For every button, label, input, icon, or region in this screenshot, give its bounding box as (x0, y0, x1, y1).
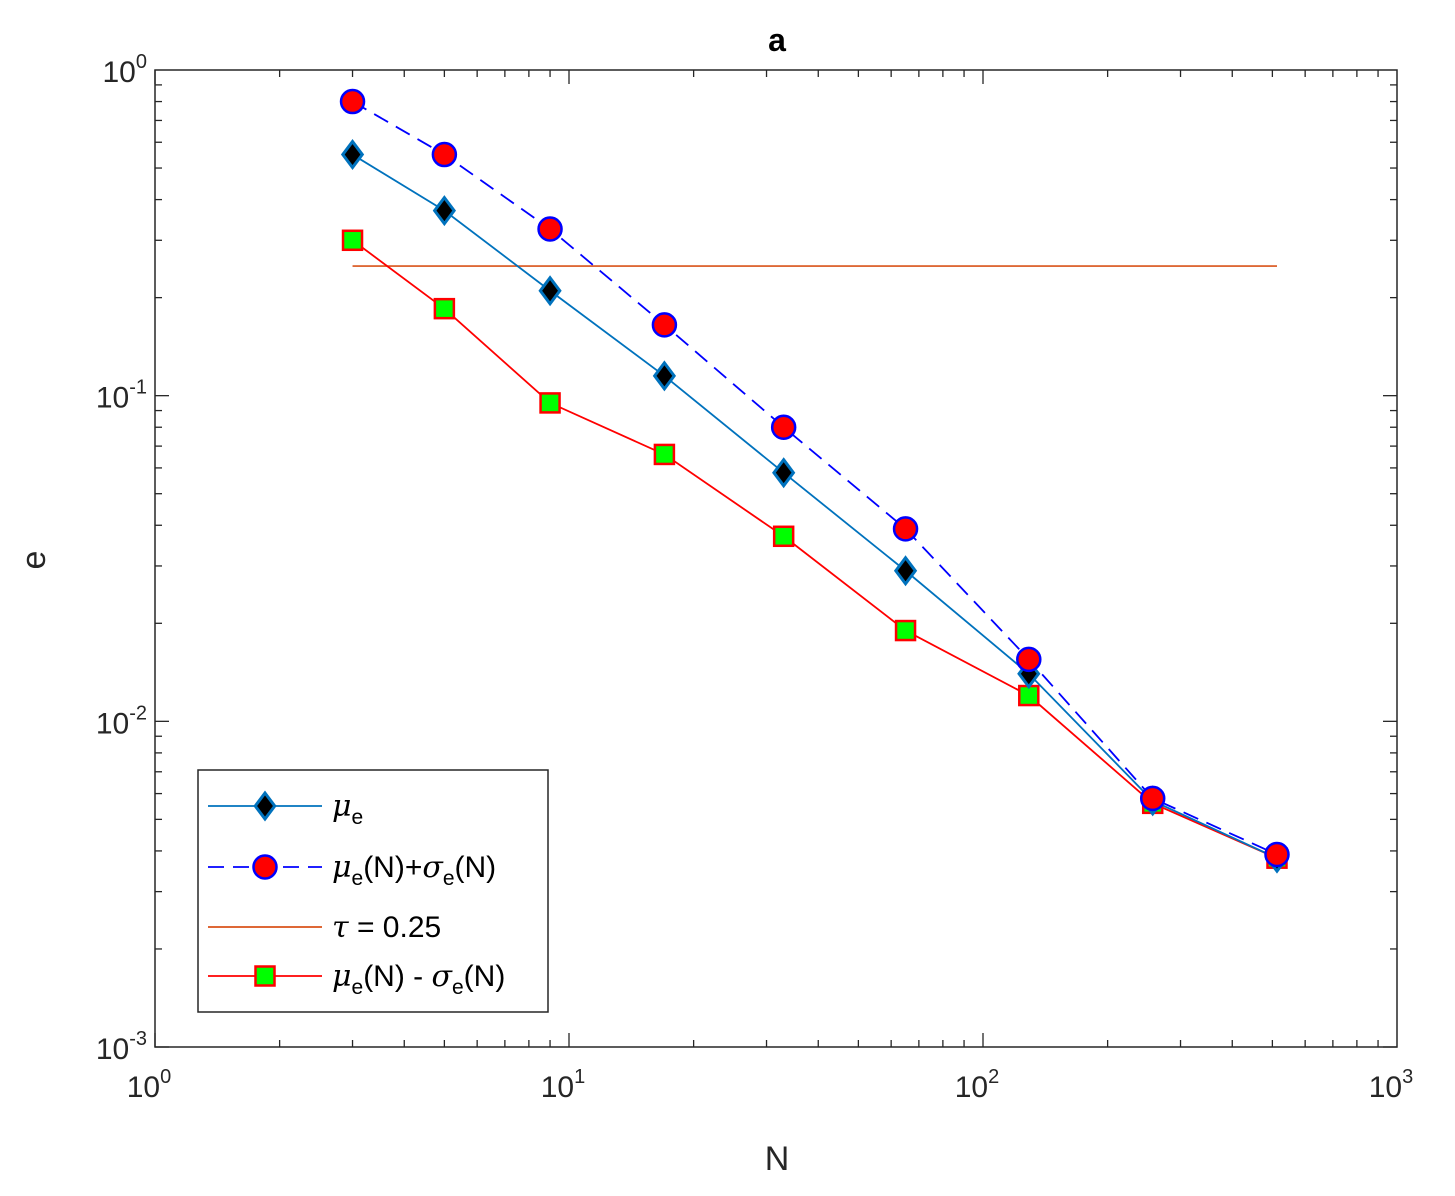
axis-ticks: 100 101 102 103 10-3 10-2 10-1 100 (96, 51, 1413, 1104)
y-tick-label: 10-1 (96, 377, 147, 415)
data-point-mu_minus_sigma (539, 392, 561, 414)
data-point-mu_plus_sigma (651, 312, 678, 338)
data-point-mu_minus_sigma (894, 619, 917, 642)
y-tick-label: 10-2 (96, 702, 147, 740)
legend-label-mu: μe (332, 789, 363, 829)
data-point-mu_plus_sigma (1264, 841, 1290, 868)
data-point-mu (893, 555, 918, 587)
legend-label-mu_plus_sigma: μe(N)+σe(N) (332, 850, 496, 890)
y-tick-label: 100 (103, 51, 148, 89)
legend-marker-mu_minus_sigma (254, 965, 276, 987)
x-axis-label: N (765, 1140, 790, 1178)
data-point-mu_plus_sigma (770, 414, 797, 440)
x-tick-label: 100 (127, 1066, 172, 1104)
series-line-mu_plus_sigma (352, 100, 1278, 856)
data-point-mu (538, 275, 562, 307)
chart-title: a (768, 22, 786, 58)
data-point-mu_plus_sigma (431, 141, 458, 168)
series-layer (339, 88, 1290, 874)
data-point-mu (340, 139, 365, 171)
legend-label-mu_minus_sigma: μe(N) - σe(N) (332, 959, 505, 999)
data-point-mu_minus_sigma (772, 525, 795, 548)
data-point-mu_plus_sigma (339, 88, 366, 115)
x-tick-label: 102 (955, 1066, 1000, 1104)
data-point-mu (652, 360, 677, 392)
data-point-mu_minus_sigma (653, 443, 676, 466)
series-mu_plus_sigma (339, 88, 1290, 868)
legend-label-tau: τ = 0.25 (332, 910, 441, 945)
data-point-mu (772, 457, 796, 489)
data-point-mu (432, 195, 456, 227)
y-axis-label: e (15, 551, 53, 570)
data-point-mu_minus_sigma (433, 297, 456, 320)
data-point-mu_minus_sigma (341, 229, 364, 252)
data-point-mu_plus_sigma (1139, 785, 1166, 812)
x-tick-label: 103 (1369, 1066, 1414, 1104)
data-point-mu_plus_sigma (537, 216, 563, 242)
y-tick-label: 10-3 (96, 1028, 147, 1066)
data-point-mu_plus_sigma (892, 516, 919, 542)
legend-marker-mu_plus_sigma (252, 854, 278, 880)
x-tick-label: 101 (541, 1066, 586, 1104)
legend-marker-mu (253, 790, 277, 822)
legend: μe μe(N)+σe(N) τ = 0.25 μe(N) - σe(N) (197, 769, 549, 1013)
data-point-mu_plus_sigma (1016, 646, 1042, 673)
